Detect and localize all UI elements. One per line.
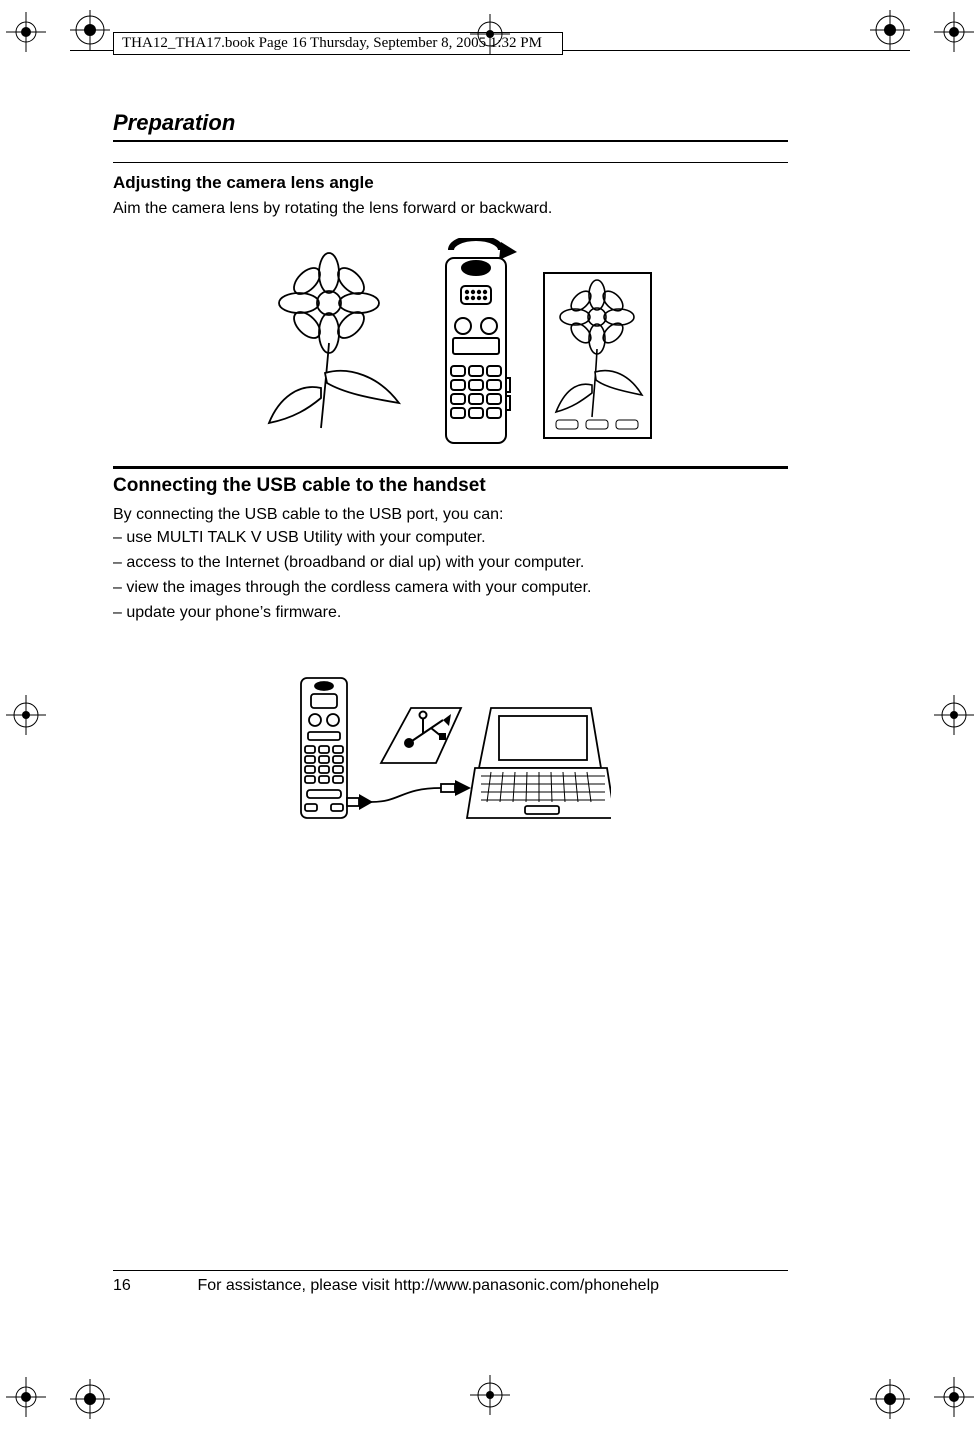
crop-mark-icon: [6, 1377, 46, 1417]
crop-mark-icon: [6, 695, 46, 735]
crop-mark-icon: [470, 1375, 510, 1415]
figure-lens-adjust: [113, 238, 788, 448]
page-footer: 16 For assistance, please visit http://w…: [113, 1270, 788, 1295]
body-text: By connecting the USB cable to the USB p…: [113, 503, 788, 526]
page-content: Preparation Adjusting the camera lens an…: [113, 110, 788, 838]
list-item: – use MULTI TALK V USB Utility with your…: [113, 526, 788, 551]
crop-mark-icon: [70, 1379, 110, 1419]
crop-mark-icon: [870, 1379, 910, 1419]
crop-mark-icon: [870, 10, 910, 50]
meta-rule: [563, 50, 910, 51]
document-meta: THA12_THA17.book Page 16 Thursday, Septe…: [113, 32, 563, 55]
crop-mark-icon: [934, 12, 974, 52]
body-text: Aim the camera lens by rotating the lens…: [113, 197, 788, 220]
subsection-rule: [113, 162, 788, 163]
flower-illustration-icon: [249, 248, 409, 438]
screen-flower-icon: [550, 277, 645, 432]
list-item: – update your phone’s firmware.: [113, 601, 788, 626]
list-item: – access to the Internet (broadband or d…: [113, 551, 788, 576]
page-number: 16: [113, 1277, 193, 1295]
crop-mark-icon: [934, 695, 974, 735]
screen-preview: [543, 272, 652, 439]
crop-mark-icon: [70, 10, 110, 50]
crop-mark-icon: [934, 1377, 974, 1417]
handset-illustration-icon: [421, 238, 531, 448]
usb-connection-illustration-icon: [291, 668, 611, 838]
subsection-heading: Adjusting the camera lens angle: [113, 173, 788, 193]
footer-rule: [113, 1270, 788, 1271]
list-item: – view the images through the cordless c…: [113, 576, 788, 601]
section-rule: [113, 466, 788, 469]
section-title: Preparation: [113, 110, 788, 140]
figure-usb-connect: [113, 668, 788, 838]
subsection-heading: Connecting the USB cable to the handset: [113, 475, 788, 497]
section-rule: [113, 140, 788, 142]
meta-rule: [70, 50, 113, 51]
footer-text: For assistance, please visit http://www.…: [197, 1277, 659, 1294]
crop-mark-icon: [6, 12, 46, 52]
